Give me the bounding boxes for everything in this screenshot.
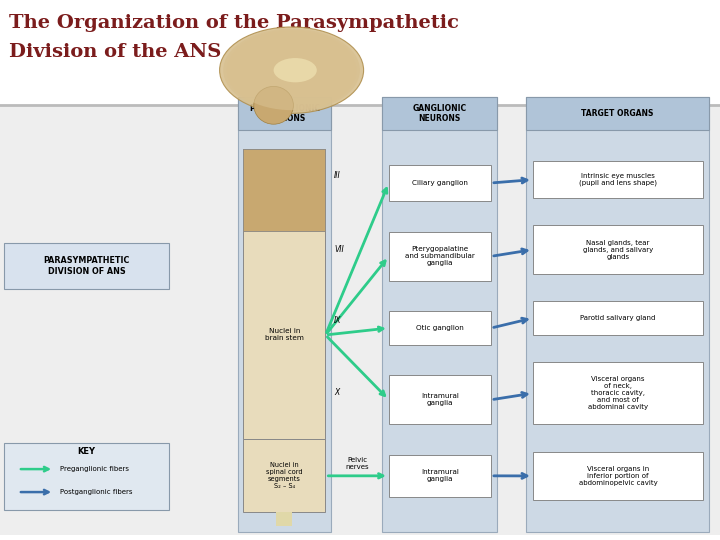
Text: Division of the ANS: Division of the ANS (9, 43, 222, 61)
FancyBboxPatch shape (4, 243, 169, 289)
FancyBboxPatch shape (4, 443, 169, 510)
Text: Parotid salivary gland: Parotid salivary gland (580, 315, 656, 321)
Ellipse shape (227, 30, 356, 110)
Text: Ciliary ganglion: Ciliary ganglion (412, 180, 468, 186)
Text: X: X (334, 388, 339, 397)
Text: Postganglionic fibers: Postganglionic fibers (60, 489, 132, 495)
FancyBboxPatch shape (0, 105, 720, 535)
FancyBboxPatch shape (533, 451, 703, 500)
Text: Otic ganglion: Otic ganglion (416, 325, 464, 331)
Text: Intrinsic eye muscles
(pupil and lens shape): Intrinsic eye muscles (pupil and lens sh… (579, 173, 657, 186)
Text: III: III (334, 171, 341, 180)
Text: Intramural
ganglia: Intramural ganglia (421, 469, 459, 482)
FancyBboxPatch shape (526, 97, 709, 130)
FancyBboxPatch shape (533, 301, 703, 335)
FancyBboxPatch shape (276, 440, 292, 512)
FancyBboxPatch shape (0, 0, 720, 105)
Text: TARGET ORGANS: TARGET ORGANS (581, 109, 654, 118)
Text: Nuclei in
spinal cord
segments
S₂ – S₄: Nuclei in spinal cord segments S₂ – S₄ (266, 462, 302, 489)
Text: Nasal glands, tear
glands, and salivary
glands: Nasal glands, tear glands, and salivary … (583, 240, 653, 260)
FancyBboxPatch shape (243, 440, 325, 512)
FancyBboxPatch shape (276, 512, 292, 526)
FancyBboxPatch shape (243, 149, 325, 440)
FancyBboxPatch shape (243, 149, 325, 231)
FancyBboxPatch shape (533, 161, 703, 198)
Text: Visceral organs
of neck,
thoracic cavity,
and most of
abdominal cavity: Visceral organs of neck, thoracic cavity… (588, 376, 648, 410)
Text: Nuclei in
brain stem: Nuclei in brain stem (265, 328, 304, 341)
FancyBboxPatch shape (238, 97, 331, 532)
Text: Intramural
ganglia: Intramural ganglia (421, 393, 459, 406)
Ellipse shape (274, 58, 317, 82)
FancyBboxPatch shape (389, 375, 491, 424)
Text: PARASYMPATHETIC
DIVISION OF ANS: PARASYMPATHETIC DIVISION OF ANS (43, 256, 130, 276)
FancyBboxPatch shape (389, 165, 491, 201)
Ellipse shape (223, 29, 360, 112)
FancyBboxPatch shape (389, 232, 491, 281)
FancyBboxPatch shape (389, 455, 491, 497)
FancyBboxPatch shape (238, 97, 331, 130)
Ellipse shape (254, 86, 294, 124)
Text: The Organization of the Parasympathetic: The Organization of the Parasympathetic (9, 14, 459, 31)
Text: Pelvic
nerves: Pelvic nerves (346, 457, 369, 470)
Text: Preganglionic fibers: Preganglionic fibers (60, 466, 129, 472)
Text: GANGLIONIC
NEURONS: GANGLIONIC NEURONS (412, 104, 467, 123)
FancyBboxPatch shape (526, 97, 709, 532)
FancyBboxPatch shape (382, 97, 497, 532)
FancyBboxPatch shape (243, 149, 325, 231)
FancyBboxPatch shape (389, 311, 491, 345)
Text: Visceral organs in
inferior portion of
abdominopelvic cavity: Visceral organs in inferior portion of a… (579, 466, 657, 486)
Text: IX: IX (334, 316, 341, 325)
Text: VII: VII (334, 245, 344, 254)
Ellipse shape (220, 27, 364, 113)
FancyBboxPatch shape (533, 362, 703, 424)
Text: KEY: KEY (78, 448, 95, 456)
Text: PREGANGLIONIC
NEURONS: PREGANGLIONIC NEURONS (249, 104, 320, 123)
FancyBboxPatch shape (382, 97, 497, 130)
Text: Pterygopalatine
and submandibular
ganglia: Pterygopalatine and submandibular gangli… (405, 246, 475, 266)
FancyBboxPatch shape (533, 225, 703, 274)
